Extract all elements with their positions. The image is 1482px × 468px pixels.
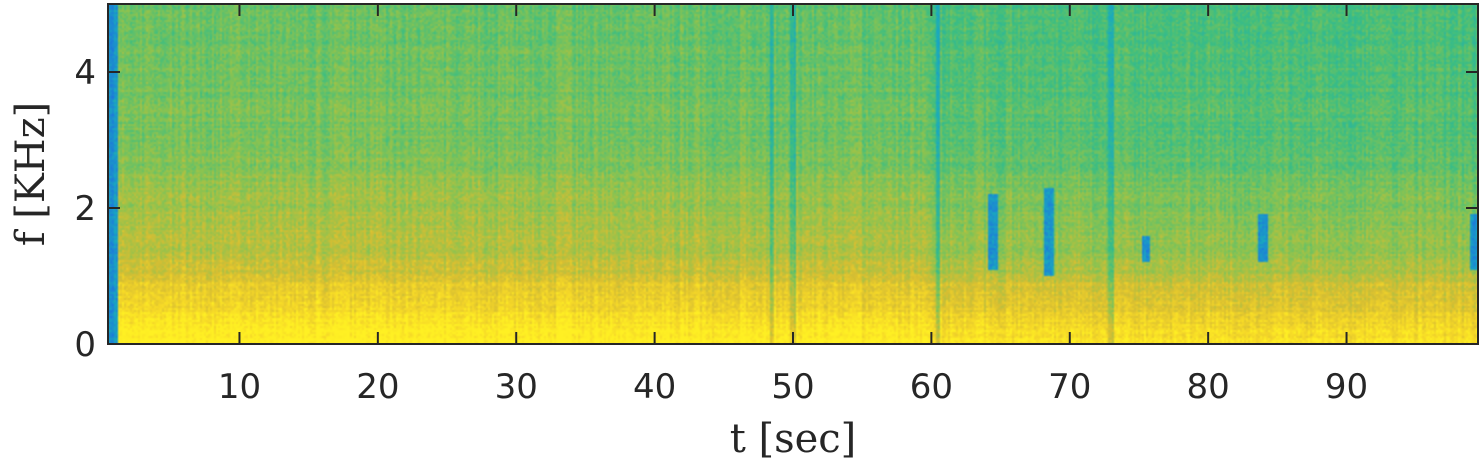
x-axis-label: t [sec] — [730, 416, 857, 462]
x-tick-label: 60 — [910, 367, 953, 407]
x-tick-label: 90 — [1325, 367, 1368, 407]
spectrogram-image — [108, 4, 1478, 344]
plot-area — [107, 3, 1479, 345]
y-tick-label: 4 — [74, 53, 96, 93]
x-tick-label: 80 — [1187, 367, 1230, 407]
y-axis-ticks: 0 2 4 — [74, 53, 1478, 365]
x-tick-label: 70 — [1048, 367, 1091, 407]
x-tick-label: 30 — [495, 367, 538, 407]
x-tick-label: 20 — [356, 367, 399, 407]
y-axis-label: f [KHz] — [8, 102, 54, 247]
x-axis-ticks: 10 20 30 40 50 60 70 80 90 — [218, 4, 1368, 407]
x-tick-label: 50 — [771, 367, 814, 407]
y-tick-label: 2 — [74, 189, 96, 229]
x-tick-label: 40 — [633, 367, 676, 407]
x-tick-label: 10 — [218, 367, 261, 407]
y-tick-label: 0 — [74, 325, 96, 365]
